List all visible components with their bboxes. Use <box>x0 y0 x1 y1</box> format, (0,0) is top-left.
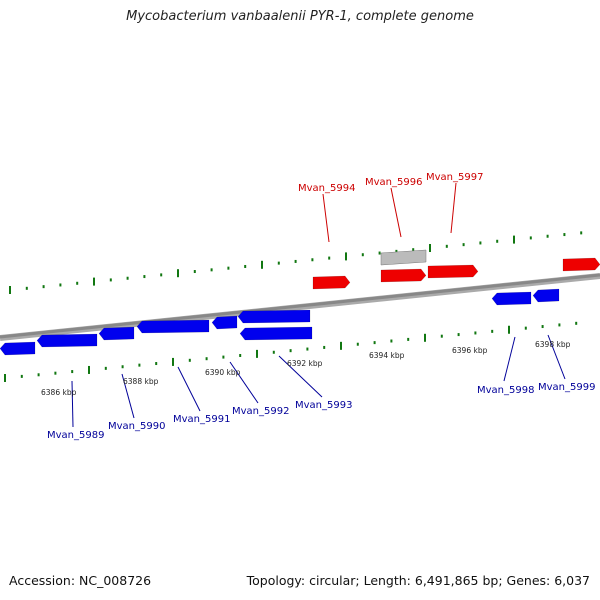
gene-fwd-5[interactable] <box>562 257 600 272</box>
gene-mvan-5994[interactable] <box>312 275 351 290</box>
connector-rev-8 <box>503 336 516 382</box>
genome-title: Mycobacterium vanbaalenii PYR-1, complet… <box>126 9 474 24</box>
kbp-label: 6392 kbp <box>287 359 323 368</box>
kbp-scale-labels: 6386 kbp 6388 kbp 6390 kbp 6392 kbp 6394 kbp… <box>41 340 571 397</box>
gene-mvan-5992[interactable] <box>136 319 210 334</box>
gene-label-rev-8[interactable]: Mvan_5998 <box>477 385 534 396</box>
gene-rev-5[interactable] <box>211 315 238 330</box>
non-coding-feature[interactable] <box>380 249 427 266</box>
gene-mvan-5999[interactable] <box>532 288 560 303</box>
gene-label-rev-1[interactable]: Mvan_5989 <box>47 430 104 441</box>
backbone-line <box>0 273 600 339</box>
gene-mvan-5998[interactable] <box>491 291 532 306</box>
kbp-label: 6398 kbp <box>535 340 571 349</box>
kbp-label: 6386 kbp <box>41 388 77 397</box>
gene-label-rev-2[interactable]: Mvan_5990 <box>108 421 165 432</box>
connector-rev-2 <box>121 373 135 419</box>
gene-track[interactable] <box>0 249 600 356</box>
gene-label-fwd-3[interactable]: Mvan_5996 <box>365 177 422 188</box>
gene-label-fwd-4[interactable]: Mvan_5997 <box>426 172 483 183</box>
genome-backbone <box>0 273 600 341</box>
gene-mvan-5989[interactable] <box>0 341 36 356</box>
outer-tick-ring <box>9 231 583 294</box>
connector-rev-1 <box>71 380 74 428</box>
gene-label-rev-4[interactable]: Mvan_5992 <box>232 406 289 417</box>
connector-fwd-3 <box>390 187 402 238</box>
gene-label-rev-6[interactable]: Mvan_5993 <box>295 400 352 411</box>
connector-rev-6 <box>278 355 323 398</box>
connector-rev-4 <box>229 361 259 404</box>
gene-mvan-5996[interactable] <box>380 268 427 283</box>
gene-mvan-5993[interactable] <box>237 309 311 324</box>
genome-summary-text: Topology: circular; Length: 6,491,865 bp… <box>246 573 590 588</box>
connector-fwd-1 <box>322 193 330 243</box>
gene-rev-7[interactable] <box>239 326 313 341</box>
gene-labels[interactable]: Mvan_5994 Mvan_5996 Mvan_5997 Mvan_5989 Mvan… <box>47 172 595 441</box>
kbp-label: 6390 kbp <box>205 368 241 377</box>
kbp-label: 6394 kbp <box>369 351 405 360</box>
gene-mvan-5990[interactable] <box>36 333 98 348</box>
gene-mvan-5997[interactable] <box>427 264 479 279</box>
connector-fwd-4 <box>450 182 457 234</box>
gene-label-rev-9[interactable]: Mvan_5999 <box>538 382 595 393</box>
connector-rev-9 <box>547 334 566 380</box>
inner-tick-ring <box>4 321 578 382</box>
connector-rev-3 <box>177 366 201 412</box>
label-connectors <box>71 182 566 428</box>
gene-mvan-5991[interactable] <box>98 326 135 341</box>
kbp-label: 6388 kbp <box>123 377 159 386</box>
kbp-label: 6396 kbp <box>452 346 488 355</box>
accession-text: Accession: NC_008726 <box>9 573 152 588</box>
gene-label-rev-3[interactable]: Mvan_5991 <box>173 414 230 425</box>
gene-label-fwd-1[interactable]: Mvan_5994 <box>298 183 355 194</box>
